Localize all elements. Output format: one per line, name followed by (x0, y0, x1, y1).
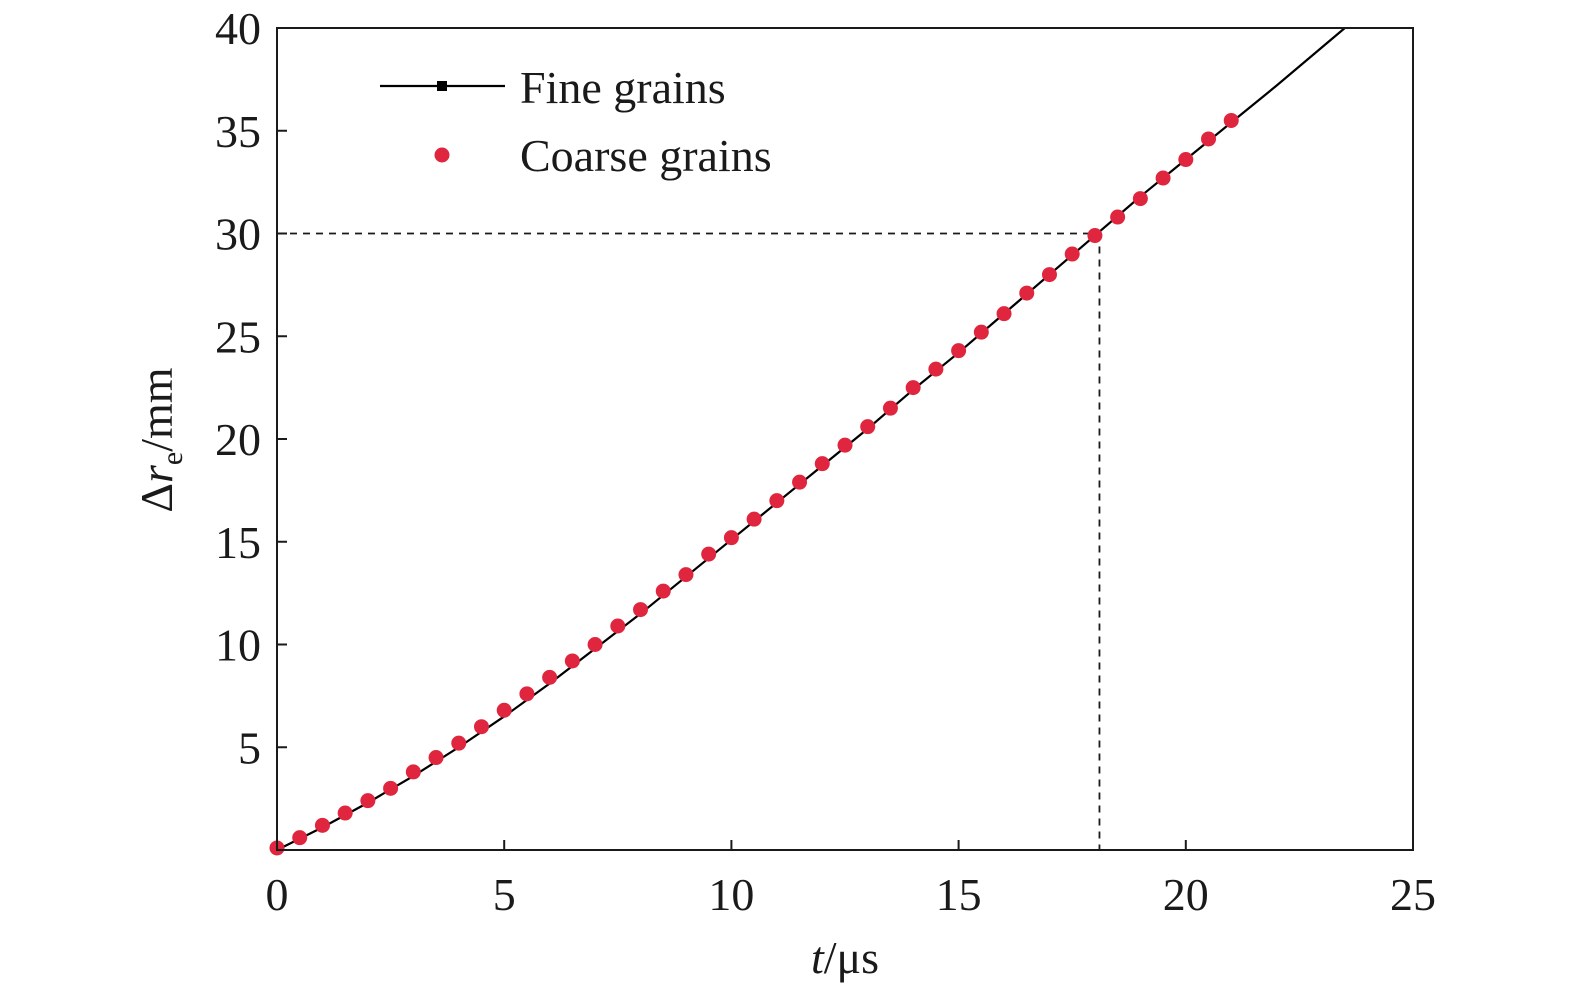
coarse-grains-point (587, 637, 603, 652)
dashed-guide-lines (277, 232, 1101, 850)
x-axis-ticks: 0 5 10 15 20 25 (266, 840, 1436, 920)
coarse-grains-point (519, 686, 535, 702)
legend-coarse-grains-marker (434, 147, 450, 163)
legend: Fine grains Coarse grains (380, 62, 772, 181)
coarse-grains-point (1041, 267, 1057, 283)
x-tick-label: 25 (1390, 869, 1436, 920)
coarse-grains-point (723, 530, 739, 546)
coarse-grains-point (860, 419, 876, 435)
x-tick-label: 5 (493, 869, 516, 920)
y-tick-label: 35 (215, 106, 261, 157)
coarse-grains-point (383, 780, 399, 796)
y-tick-label: 10 (215, 620, 261, 671)
x-axis-title: t/μs (811, 932, 879, 983)
x-axis-title-var: t (811, 932, 825, 983)
coarse-grains-point (428, 750, 444, 766)
coarse-grains-point (496, 702, 512, 718)
coarse-grains-point (451, 735, 467, 751)
coarse-grains-point (337, 805, 353, 821)
y-axis-title: Δre/mm (131, 367, 189, 512)
coarse-grains-point (769, 493, 785, 509)
x-tick-label: 10 (708, 869, 754, 920)
coarse-grains-point (314, 817, 330, 833)
coarse-grains-point (1064, 246, 1080, 262)
y-axis-title-unit: /mm (131, 367, 182, 452)
coarse-grains-point (1223, 112, 1239, 128)
coarse-grains-point (542, 669, 558, 685)
coarse-grains-point (951, 343, 967, 359)
coarse-grains-point (678, 567, 694, 583)
y-tick-label: 5 (238, 722, 261, 773)
y-axis-title-delta: Δ (131, 483, 182, 513)
coarse-grains-layer (269, 112, 1239, 856)
coarse-grains-point (701, 546, 717, 562)
coarse-grains-point (655, 583, 671, 599)
y-axis-title-var: r (131, 464, 182, 483)
coarse-grains-point (610, 618, 626, 634)
coarse-grains-point (814, 456, 830, 472)
coarse-grains-point (837, 437, 853, 453)
coarse-grains-point (1132, 191, 1148, 207)
x-tick-label: 15 (936, 869, 982, 920)
coarse-grains-point (1110, 209, 1126, 225)
coarse-grains-point (928, 361, 944, 377)
coarse-grains-point (996, 306, 1012, 322)
coarse-grains-point (405, 764, 421, 780)
y-tick-label: 15 (215, 517, 261, 568)
legend-coarse-grains-label: Coarse grains (520, 130, 772, 181)
coarse-grains-point (633, 602, 649, 618)
coarse-grains-point (1087, 228, 1103, 244)
y-tick-label: 20 (215, 414, 261, 465)
x-axis-title-unit: /μs (824, 932, 879, 983)
coarse-grains-point (292, 830, 308, 846)
coarse-grains-point (746, 511, 762, 527)
x-tick-label: 0 (266, 869, 289, 920)
coarse-grains-point (473, 719, 489, 735)
coarse-grains-point (1178, 152, 1194, 168)
legend-fine-grains-label: Fine grains (520, 62, 726, 113)
y-tick-label: 30 (215, 209, 261, 260)
coarse-grains-point (792, 474, 808, 490)
coarse-grains-point (905, 380, 921, 396)
legend-fine-grains-marker (437, 81, 447, 91)
coarse-grains-point (360, 793, 376, 809)
y-tick-label: 25 (215, 311, 261, 362)
coarse-grains-point (1019, 285, 1035, 301)
x-tick-label: 20 (1163, 869, 1209, 920)
coarse-grains-point (882, 400, 898, 416)
y-tick-label: 40 (215, 3, 261, 54)
y-axis-ticks: 5 10 15 20 25 30 35 40 (215, 3, 287, 773)
y-axis-title-subscript: e (156, 452, 189, 465)
coarse-grains-point (1155, 170, 1171, 186)
coarse-grains-point (973, 324, 989, 340)
coarse-grains-point (564, 653, 580, 669)
coarse-grains-point (1201, 131, 1217, 147)
